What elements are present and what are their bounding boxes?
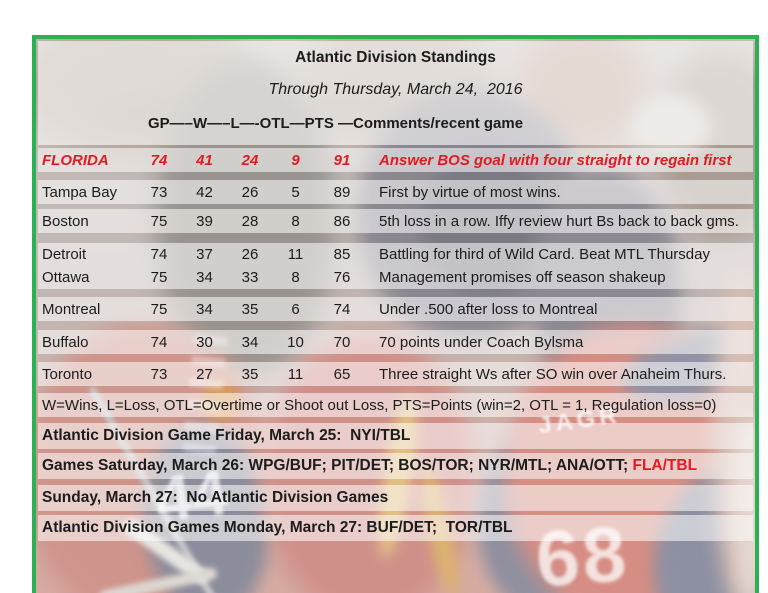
stat-pts: 86 [333,212,351,230]
stat-otl: 8 [291,269,300,286]
standings-column-header: GP—–W—–L—-OTL—PTS —Comments/recent game [148,115,524,132]
stat-pts: 65 [333,365,351,383]
stat-l: 35 [241,300,259,318]
stat-w: 41 [196,151,213,169]
stat-gp: 74 [150,246,168,263]
subtitle: Through Thursday, March 24, 2016 [268,81,523,98]
schedule-line-sunday: Sunday, March 27: No Atlantic Division G… [38,485,753,511]
stat-w: 39 [196,212,213,230]
schedule-line-monday: Atlantic Division Games Monday, March 27… [38,515,753,541]
row-comment: Three straight Ws after SO win over Anah… [379,365,727,383]
standings-board: JAGR 68 44 Atlantic Division Standings T… [32,35,759,593]
stat-l: 26 [241,183,259,201]
row-comment: Management promises off season shakeup [379,269,666,286]
stat-otl: 10 [287,333,304,351]
schedule-highlight: FLA/TBL [632,457,698,474]
stat-gp: 75 [150,300,168,318]
row-comment: 70 points under Coach Bylsma [379,333,584,351]
stat-gp: 73 [150,183,168,201]
team-name: Boston [42,212,89,230]
stat-l: 24 [241,151,259,169]
legend-text: W=Wins, L=Loss, OTL=Overtime or Shoot ou… [42,396,717,414]
stat-gp: 75 [150,269,168,286]
stat-l: 26 [241,246,259,263]
stat-l: 33 [241,269,259,286]
standings-row-boston: Boston 75 39 28 8 86 5th loss in a row. … [38,209,753,233]
stat-otl: 9 [291,151,300,169]
stat-w: 34 [196,300,213,318]
standings-row-florida: FLORIDA 74 41 24 9 91 Answer BOS goal wi… [38,148,753,172]
schedule-text: Atlantic Division Game Friday, March 25:… [42,427,411,444]
standings-row-toronto: Toronto 73 27 35 11 65 Three straight Ws… [38,362,753,386]
stat-otl: 5 [291,183,300,201]
page-title: Atlantic Division Standings [295,49,496,66]
schedule-text: Games Saturday, March 26: WPG/BUF; PIT/D… [42,457,633,474]
schedule-line-friday: Atlantic Division Game Friday, March 25:… [38,423,753,449]
standings-legend: W=Wins, L=Loss, OTL=Overtime or Shoot ou… [38,393,753,417]
team-name: Toronto [42,365,93,383]
row-comment: 5th loss in a row. Iffy review hurt Bs b… [379,212,739,230]
stat-gp: 74 [150,333,168,351]
stat-w: 37 [196,246,213,263]
standings-row-montreal: Montreal 75 34 35 6 74 Under .500 after … [38,297,753,321]
stat-pts: 70 [333,333,351,351]
stat-gp: 73 [150,365,168,383]
stat-pts: 85 [333,246,351,263]
stat-gp: 74 [150,151,168,169]
team-name: Ottawa [42,269,90,286]
stat-pts: 76 [333,269,351,286]
header-block: Atlantic Division Standings Through Thur… [38,41,753,145]
team-name: Detroit [42,246,87,263]
schedule-text: Sunday, March 27: No Atlantic Division G… [42,489,389,506]
row-comment: Battling for third of Wild Card. Beat MT… [379,246,710,263]
stat-pts: 74 [333,300,351,318]
standings-row-buffalo: Buffalo 74 30 34 10 70 70 points under C… [38,330,753,354]
schedule-text: Atlantic Division Games Monday, March 27… [42,519,513,536]
team-name: Montreal [42,300,101,318]
stat-otl: 11 [287,246,304,263]
stat-w: 27 [196,365,213,383]
team-name: FLORIDA [42,151,109,169]
stat-l: 34 [241,333,259,351]
stat-w: 42 [196,183,213,201]
stat-w: 30 [196,333,213,351]
stat-otl: 11 [287,365,304,383]
row-comment: Answer BOS goal with four straight to re… [379,151,732,169]
stat-l: 28 [241,212,259,230]
stat-otl: 6 [291,300,300,318]
stat-w: 34 [196,269,213,286]
row-comment: First by virtue of most wins. [379,183,561,201]
stat-pts: 91 [333,151,351,169]
stat-pts: 89 [333,183,351,201]
stat-gp: 75 [150,212,168,230]
team-name: Buffalo [42,333,89,351]
stat-l: 35 [241,365,259,383]
team-name: Tampa Bay [42,183,118,201]
row-comment: Under .500 after loss to Montreal [379,300,598,318]
stat-otl: 8 [291,212,300,230]
standings-row-detroit: Detroit 74 37 26 11 85 Battling for thir… [38,243,753,266]
standings-row-tampa-bay: Tampa Bay 73 42 26 5 89 First by virtue … [38,180,753,204]
schedule-line-saturday: Games Saturday, March 26: WPG/BUF; PIT/D… [38,453,753,479]
standings-row-ottawa: Ottawa 75 34 33 8 76 Management promises… [38,266,753,289]
